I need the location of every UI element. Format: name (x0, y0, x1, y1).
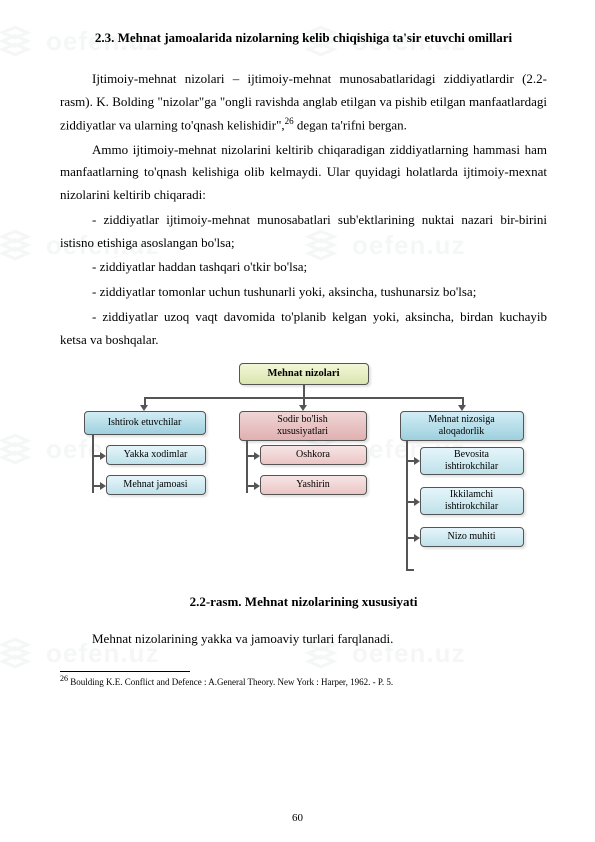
paragraph-after: Mehnat nizolarining yakka va jamoaviy tu… (60, 628, 547, 651)
footnote: 26 Boulding K.E. Conflict and Defence : … (60, 674, 547, 689)
diagram-c3s2: Ikkilamchiishtirokchilar (420, 487, 524, 515)
paragraph-2: Ammo ijtimoiy-mehnat nizolarini keltirib… (60, 139, 547, 207)
footnote-text: Boulding K.E. Conflict and Defence : A.G… (68, 677, 393, 687)
bullet-4: - ziddiyatlar uzoq vaqt davomida to'plan… (60, 306, 547, 352)
diagram-c2s1: Oshkora (260, 445, 367, 465)
diagram-c3-l2: aloqadorlik (439, 426, 485, 437)
p1-tail: degan ta'rifni bergan. (294, 117, 407, 132)
section-heading: 2.3. Mehnat jamoalarida nizolarning keli… (60, 30, 547, 46)
diagram-c1s2: Mehnat jamoasi (106, 475, 206, 495)
diagram: Mehnat nizolari Ishtirok etuvchilar Yakk… (84, 363, 524, 588)
page-number: 60 (0, 812, 595, 824)
bullet-2: - ziddiyatlar haddan tashqari o'tkir bo'… (60, 256, 547, 279)
diagram-c3-l1: Mehnat nizosiga (428, 414, 494, 425)
diagram-c1s1: Yakka xodimlar (106, 445, 206, 465)
footnote-rule (60, 671, 190, 672)
diagram-c2s2: Yashirin (260, 475, 367, 495)
diagram-cat3: Mehnat nizosigaaloqadorlik (400, 411, 524, 441)
diagram-c3s3: Nizo muhiti (420, 527, 524, 547)
paragraph-1: Ijtimoiy-mehnat nizolari – ijtimoiy-mehn… (60, 68, 547, 137)
diagram-caption: 2.2-rasm. Mehnat nizolarining xususiyati (60, 594, 547, 610)
sup-26: 26 (285, 116, 294, 126)
diagram-c2-l1: Sodir bo'lish (277, 414, 327, 425)
diagram-cat1: Ishtirok etuvchilar (84, 411, 206, 435)
footnote-num: 26 (60, 674, 68, 683)
diagram-c2-l2: xususiyatlari (277, 426, 328, 437)
bullet-1: - ziddiyatlar ijtimoiy-mehnat munosabatl… (60, 209, 547, 255)
bullet-3: - ziddiyatlar tomonlar uchun tushunarli … (60, 281, 547, 304)
diagram-root: Mehnat nizolari (239, 363, 369, 385)
diagram-c3s1: Bevositaishtirokchilar (420, 447, 524, 475)
diagram-cat2: Sodir bo'lishxususiyatlari (239, 411, 367, 441)
